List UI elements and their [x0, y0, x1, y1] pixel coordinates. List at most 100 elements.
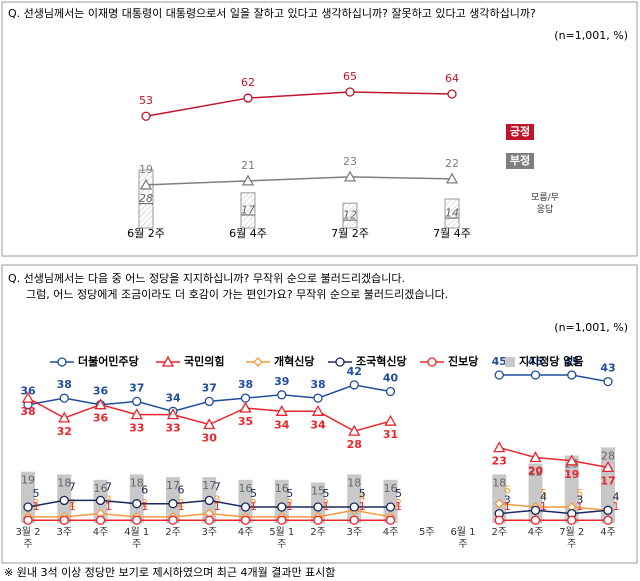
bar-label: 17 [166, 479, 180, 492]
data-label: 1 [395, 500, 402, 513]
point [345, 87, 355, 97]
data-label: 1 [323, 500, 330, 513]
legend-swatch [506, 124, 534, 140]
x-tick-label: 7월 2주 [559, 527, 585, 550]
data-label: 36 [20, 385, 36, 398]
point [313, 393, 323, 403]
point [204, 396, 214, 407]
point [203, 418, 216, 430]
data-label: 2 [69, 497, 76, 510]
point [385, 502, 396, 512]
panel [1, 264, 638, 564]
point [239, 401, 252, 413]
data-label: 2 [286, 497, 293, 510]
point [58, 411, 71, 423]
point [240, 502, 251, 512]
data-label: 1 [69, 500, 76, 513]
point [385, 515, 396, 525]
point [59, 393, 69, 403]
data-label: 5 [576, 487, 583, 500]
point [385, 386, 396, 397]
x-tick-label: 4주 [92, 527, 109, 538]
bar [383, 479, 398, 523]
x-tick-label: 5월 1주 [269, 527, 295, 550]
note: (n=1,001, %) [554, 29, 628, 42]
data-label: 1 [286, 500, 293, 513]
chart-subtitle: 그럼, 어느 정당에게 조금이라도 더 호감이 가는 편인가요? 무작위 순으로… [26, 288, 448, 301]
data-label: 17 [600, 474, 615, 487]
point [349, 515, 359, 525]
point [95, 515, 106, 525]
data-label: 34 [310, 418, 326, 431]
data-label: 1 [33, 500, 40, 513]
point [168, 499, 178, 509]
x-tick-label: 6월 1주 [450, 527, 476, 550]
data-label: 31 [383, 428, 398, 441]
data-label: 1 [613, 500, 620, 513]
point [603, 505, 613, 515]
data-label: 64 [445, 72, 459, 85]
x-tick-label: 4주 [600, 527, 616, 538]
point [59, 495, 69, 506]
data-label: 1 [540, 500, 547, 513]
bar-label: 18 [347, 476, 361, 489]
data-label: 37 [129, 381, 144, 394]
x-tick-label: 3월 2주 [15, 527, 41, 550]
legend-label: 진보당 [448, 354, 478, 368]
data-label: 45 [492, 355, 507, 368]
data-label: 30 [202, 432, 218, 445]
x-tick-label: 6월 2주 [127, 227, 165, 240]
bar-label: 12 [343, 209, 357, 222]
bar-label: 18 [492, 476, 506, 489]
line [145, 91, 453, 117]
bar-label: 17 [241, 203, 255, 216]
data-label: 22 [445, 157, 459, 170]
point [384, 414, 397, 426]
legend-label: 개혁신당 [274, 354, 314, 368]
legend-label: 지지정당 없음 [519, 354, 584, 368]
x-tick-label: 4주 [237, 527, 254, 538]
point [348, 424, 361, 436]
point [130, 408, 143, 420]
x-tick-label: 3주 [346, 527, 363, 538]
chart-title: Q. 선생님께서는 이재명 대통령이 대통령으로서 일을 잘하고 있다고 생각하… [8, 6, 536, 20]
point [161, 355, 175, 367]
data-label: 43 [600, 362, 615, 375]
x-tick-label: 4주 [382, 527, 399, 538]
data-label: 20 [528, 465, 544, 478]
data-label: 45 [528, 355, 543, 368]
footnote: ※ 원내 3석 이상 정당만 보기로 제시하였으며 최근 4개월 결과만 표시함 [4, 565, 335, 579]
bar-label: 16 [94, 482, 108, 495]
data-label: 5 [323, 487, 330, 500]
point [567, 515, 577, 525]
bar-label: 15 [311, 485, 325, 498]
point [59, 515, 69, 525]
data-label: 7 [214, 480, 221, 493]
point [132, 499, 142, 509]
point [253, 357, 263, 367]
point [23, 515, 33, 525]
data-label: 5 [250, 487, 257, 500]
point [530, 370, 541, 380]
bar-label: 14 [445, 207, 459, 220]
point [243, 93, 253, 103]
data-label: 40 [383, 372, 399, 385]
point [166, 408, 180, 420]
legend-label: 국민의힘 [184, 354, 224, 368]
x-tick-label: 6월 4주 [229, 227, 267, 240]
data-label: 34 [165, 391, 181, 404]
data-label: 1 [214, 500, 221, 513]
data-label: 2 [33, 497, 40, 510]
point [565, 454, 578, 466]
x-tick-label: 4주 [527, 527, 544, 538]
point [427, 357, 437, 367]
chart-title: Q. 선생님께서는 다음 중 어느 정당을 지지하십니까? 무작위 순으로 불러… [8, 271, 405, 285]
bar-label: 18 [57, 476, 71, 489]
data-label: 33 [129, 422, 144, 435]
point [204, 495, 214, 506]
point [57, 357, 67, 367]
data-label: 45 [564, 355, 579, 368]
point [313, 515, 323, 525]
bar-label: 18 [130, 476, 144, 489]
data-label: 5 [33, 487, 40, 500]
